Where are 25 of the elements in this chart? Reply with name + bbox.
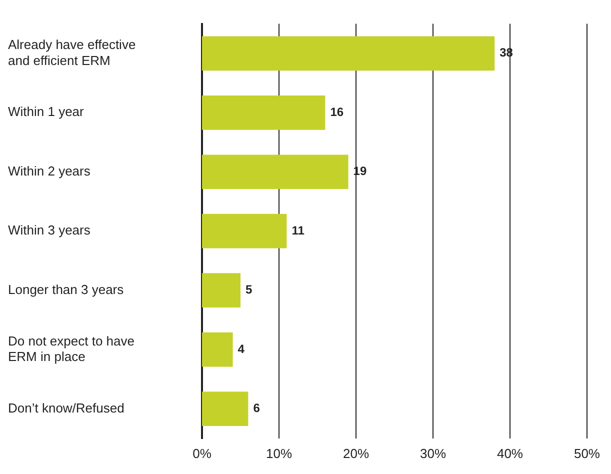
x-tick-label: 10% xyxy=(266,446,292,461)
data-label: 11 xyxy=(292,223,305,238)
bar xyxy=(202,214,287,248)
x-tick-label: 50% xyxy=(574,446,600,461)
y-tick-label: Within 2 years xyxy=(8,163,91,178)
bar xyxy=(202,154,348,190)
bar xyxy=(202,95,326,130)
x-tick-label: 0% xyxy=(192,446,212,461)
y-tick-label: Within 1 year xyxy=(8,104,85,120)
bar xyxy=(202,36,495,71)
data-label: 4 xyxy=(238,342,245,356)
x-tick-label: 40% xyxy=(496,446,524,461)
bar xyxy=(202,392,248,426)
data-label: 5 xyxy=(246,282,252,297)
data-label: 6 xyxy=(253,401,260,416)
x-tick-label: 20% xyxy=(342,446,370,461)
bar xyxy=(202,332,233,367)
y-tick-label: Longer than 3 years xyxy=(8,282,124,297)
y-tick-label: Already have effective and efficient ERM xyxy=(8,37,136,68)
y-tick-label: Don’t know/Refused xyxy=(8,400,124,416)
y-tick-label: Within 3 years xyxy=(8,222,91,238)
y-tick-label: Do not expect to have ERM in place xyxy=(8,333,134,364)
bar xyxy=(202,273,240,308)
x-tick-label: 30% xyxy=(420,446,446,461)
data-label: 16 xyxy=(330,104,344,119)
